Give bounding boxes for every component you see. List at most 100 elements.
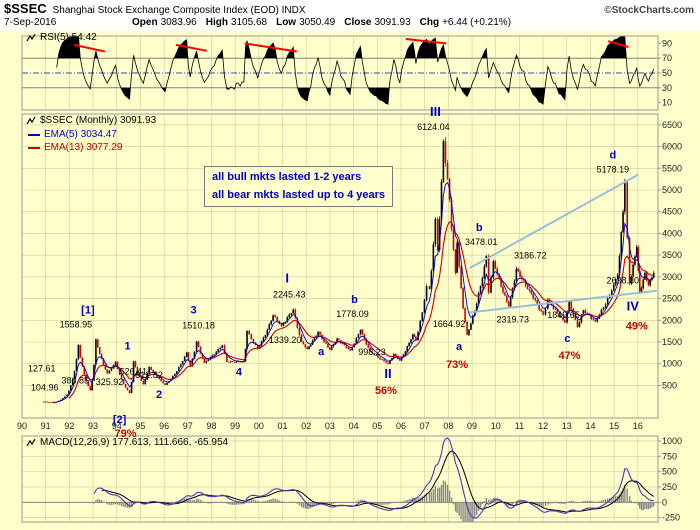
axis-tick-label: 6500 xyxy=(662,120,682,130)
retracement-percent-label: 47% xyxy=(558,350,580,362)
axis-tick-label: -250 xyxy=(662,513,680,523)
price-label: 1849.65 xyxy=(547,310,580,320)
elliott-wave-label: [1] xyxy=(81,304,95,316)
elliott-wave-label: c xyxy=(564,333,570,345)
price-label: 104.96 xyxy=(31,383,59,393)
price-label: 1664.92 xyxy=(433,319,466,329)
axis-tick-label: 2500 xyxy=(662,294,682,304)
x-axis-year-label: 04 xyxy=(349,421,359,431)
rsi-panel xyxy=(56,35,655,105)
rsi-legend-label: RSI(5) 54.42 xyxy=(40,32,97,43)
ema13-legend-label: EMA(13) 3077.29 xyxy=(44,142,123,153)
price-label: 526.41 xyxy=(120,366,148,376)
price-label: 998.23 xyxy=(358,347,386,357)
x-axis-year-label: 96 xyxy=(159,421,169,431)
x-axis-year-label: 07 xyxy=(420,421,430,431)
x-axis-year-label: 93 xyxy=(88,421,98,431)
elliott-wave-label: [2] xyxy=(113,414,127,426)
x-axis-year-label: 11 xyxy=(515,421,524,431)
x-axis-year-label: 13 xyxy=(562,421,572,431)
elliott-wave-label: 3 xyxy=(191,305,197,317)
rsi-legend: RSI(5) 54.42 xyxy=(26,33,97,43)
panel-chart-icon xyxy=(26,438,36,447)
close-value: 3091.93 xyxy=(374,17,411,28)
x-axis-year-label: 05 xyxy=(372,421,382,431)
axis-tick-label: 1500 xyxy=(662,337,682,347)
elliott-wave-label: b xyxy=(351,294,358,306)
note-line-1: all bull mkts lasted 1-2 years xyxy=(212,171,362,183)
retracement-percent-label: 56% xyxy=(375,385,397,397)
annotation-note: all bull mkts lasted 1-2 years all bear … xyxy=(204,166,394,208)
axis-tick-label: 3000 xyxy=(662,272,682,282)
x-axis-year-label: 10 xyxy=(491,421,501,431)
price-label: 1339.20 xyxy=(269,335,302,345)
macd-legend: MACD(12,26,9) 177.613, 111.666, -65.954 xyxy=(26,438,228,448)
price-label: 1510.18 xyxy=(182,321,215,331)
ema5-legend: EMA(5) 3034.47 xyxy=(28,130,117,140)
stockcharts-credit: ©StockCharts.com xyxy=(604,5,694,16)
x-axis-year-label: 95 xyxy=(135,421,145,431)
x-axis-year-label: 02 xyxy=(301,421,311,431)
price-label: 127.61 xyxy=(28,364,56,374)
price-label: 386.85 xyxy=(61,375,89,385)
retracement-percent-label: 73% xyxy=(446,359,468,371)
x-axis-year-label: 90 xyxy=(17,421,27,431)
ema5-swatch xyxy=(28,134,40,136)
x-axis-year-label: 97 xyxy=(183,421,193,431)
x-axis-year-label: 09 xyxy=(467,421,477,431)
price-label: 3478.01 xyxy=(465,237,498,247)
ema5-legend-label: EMA(5) 3034.47 xyxy=(44,129,117,140)
low-label: Low xyxy=(276,17,297,28)
axis-tick-label: 90 xyxy=(662,38,672,48)
x-axis-year-label: 94 xyxy=(112,421,122,431)
chart-title: Shanghai Stock Exchange Composite Index … xyxy=(52,5,306,16)
price-legend: $SSEC (Monthly) 3091.93 xyxy=(26,116,156,126)
axis-tick-label: 3500 xyxy=(662,250,682,260)
elliott-wave-label: a xyxy=(456,341,463,353)
elliott-wave-label: d xyxy=(609,149,616,161)
quote-date: 7-Sep-2016 xyxy=(4,17,57,28)
ema13-swatch xyxy=(28,147,40,149)
price-label: 3186.72 xyxy=(514,251,547,261)
ema13-legend: EMA(13) 3077.29 xyxy=(28,143,122,153)
axis-tick-label: 5000 xyxy=(662,185,682,195)
price-legend-label: $SSEC (Monthly) 3091.93 xyxy=(40,115,157,126)
x-axis-year-label: 92 xyxy=(64,421,74,431)
note-line-2: all bear mkts lasted up to 4 years xyxy=(212,188,386,201)
elliott-wave-label: 2 xyxy=(156,389,162,401)
price-label: 1778.09 xyxy=(336,309,369,319)
panel-chart-icon xyxy=(26,116,36,125)
x-axis-year-label: 12 xyxy=(538,421,548,431)
retracement-percent-label: 79% xyxy=(115,428,137,440)
axis-tick-label: 250 xyxy=(662,482,677,492)
elliott-wave-label: I xyxy=(285,271,289,286)
axis-tick-label: 1000 xyxy=(662,436,682,446)
axes: 5001000150020002500300035004000450050005… xyxy=(17,35,682,523)
price-label: 1558.95 xyxy=(60,319,93,329)
axis-tick-label: 4000 xyxy=(662,228,682,238)
axis-tick-label: 4500 xyxy=(662,207,682,217)
price-panel xyxy=(42,137,655,404)
price-label: 2245.43 xyxy=(273,290,306,300)
axis-tick-label: 2000 xyxy=(662,315,682,325)
elliott-wave-label: 1 xyxy=(125,340,131,352)
axis-tick-label: 6000 xyxy=(662,142,682,152)
gridlines xyxy=(22,36,658,522)
chg-label: Chg xyxy=(419,17,440,28)
macd-legend-label: MACD(12,26,9) 177.613, 111.666, -65.954 xyxy=(40,437,229,448)
axis-tick-label: 1000 xyxy=(662,359,682,369)
high-value: 3105.68 xyxy=(230,17,268,28)
panel-chart-icon xyxy=(26,33,36,42)
low-value: 3050.49 xyxy=(299,17,336,28)
axis-tick-label: 750 xyxy=(662,451,677,461)
x-axis-year-label: 03 xyxy=(325,421,335,431)
price-label: 325.92 xyxy=(96,377,124,387)
open-value: 3083.96 xyxy=(160,17,197,28)
x-axis-year-label: 91 xyxy=(41,421,51,431)
x-axis-year-label: 08 xyxy=(443,421,453,431)
price-label: 2319.73 xyxy=(496,314,529,324)
axis-tick-label: 0 xyxy=(662,497,667,507)
